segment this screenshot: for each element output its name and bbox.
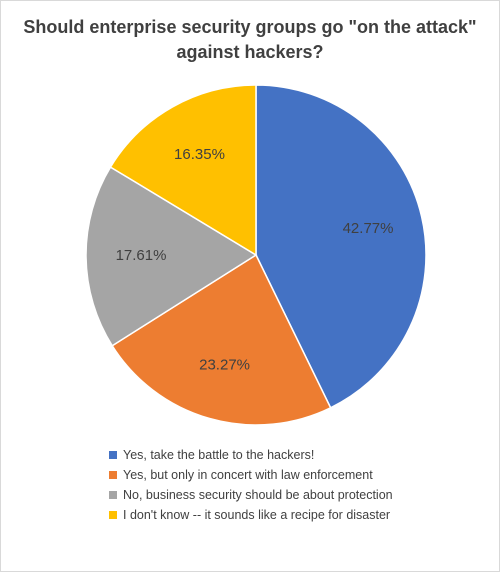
legend-label: No, business security should be about pr… — [123, 488, 393, 502]
legend-label: I don't know -- it sounds like a recipe … — [123, 508, 391, 522]
legend-label: Yes, take the battle to the hackers! — [123, 448, 315, 462]
slice-data-label: 23.27% — [199, 357, 250, 374]
legend-swatch — [109, 471, 117, 479]
pie-slice — [111, 253, 332, 426]
pie-chart: 42.77% 23.27% 17.61% 16.35% — [85, 84, 427, 426]
slice-data-label: 42.77% — [343, 220, 394, 237]
legend-swatch — [109, 491, 117, 499]
pie-slice — [85, 166, 258, 347]
legend-swatch — [109, 511, 117, 519]
slice-data-label: 16.35% — [174, 146, 225, 163]
legend-item: I don't know -- it sounds like a recipe … — [109, 505, 393, 525]
slice-data-label: 17.61% — [116, 247, 167, 264]
legend: Yes, take the battle to the hackers! Yes,… — [109, 445, 393, 525]
pie-slice — [255, 84, 427, 409]
legend-item: Yes, take the battle to the hackers! — [109, 445, 393, 465]
legend-swatch — [109, 451, 117, 459]
legend-label: Yes, but only in concert with law enforc… — [123, 468, 373, 482]
pie-slice — [109, 84, 257, 257]
legend-item: Yes, but only in concert with law enforc… — [109, 465, 393, 485]
chart-title: Should enterprise security groups go "on… — [23, 17, 477, 62]
legend-item: No, business security should be about pr… — [109, 485, 393, 505]
